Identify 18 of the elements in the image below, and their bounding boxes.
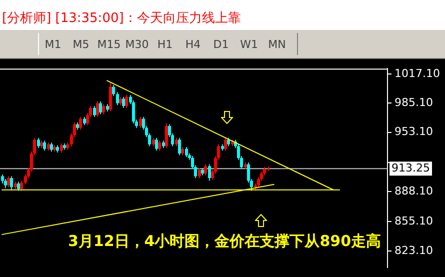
y-tick-label: 888.10 <box>394 184 434 198</box>
y-tick-label: 985.10 <box>394 96 434 110</box>
text: M15 <box>96 38 122 50</box>
chart-title: [分析师] [13:35:00]：今天向压力线上靠 <box>2 10 241 27</box>
y-tick-label: 823.10 <box>394 244 434 257</box>
text: H1 <box>156 38 174 50</box>
text: D1 <box>212 38 230 50</box>
ref-line-label: 913.25 <box>392 162 430 175</box>
text: M30 <box>124 38 150 50</box>
text: M5 <box>72 38 90 50</box>
y-tick-label: 1017.10 <box>394 66 440 80</box>
y-tick-label: 953.10 <box>394 125 434 138</box>
text: M1 <box>44 38 62 50</box>
text: MN <box>267 38 287 50</box>
annotation: 3月12日，4小时图，金价在支撑下从890走高 <box>68 232 382 251</box>
y-tick-label: 855.10 <box>394 214 434 228</box>
text: H4 <box>184 38 202 50</box>
text: W1 <box>239 38 259 50</box>
